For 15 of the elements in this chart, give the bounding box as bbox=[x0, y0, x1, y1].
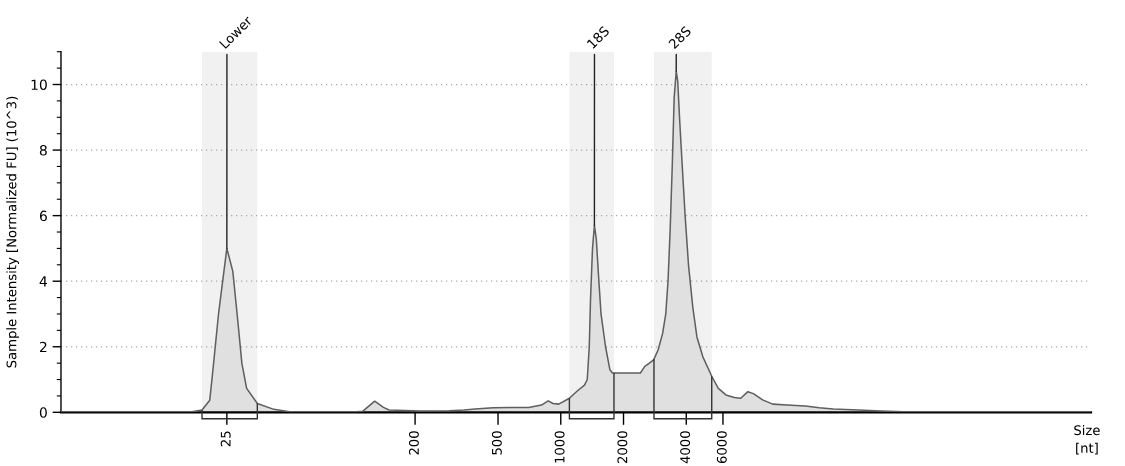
y-tick-label: 10 bbox=[31, 79, 47, 90]
y-tick-label: 0 bbox=[39, 407, 47, 418]
x-tick-label: 1000 bbox=[554, 431, 565, 463]
x-tick-label: 2000 bbox=[617, 431, 628, 463]
x-tick-label: 25 bbox=[220, 431, 231, 447]
y-axis-title: Sample Intensity [Normalized FU] (10^3) bbox=[6, 96, 19, 368]
y-tick-label: 8 bbox=[39, 145, 47, 156]
x-axis-title: Size [nt] bbox=[1074, 424, 1100, 455]
y-tick-label: 2 bbox=[39, 341, 47, 353]
y-tick-label: 4 bbox=[39, 276, 47, 287]
y-tick-label: 6 bbox=[39, 210, 47, 222]
x-tick-label: 6000 bbox=[716, 431, 727, 464]
x-tick-label: 500 bbox=[491, 431, 502, 455]
x-tick-label: 4000 bbox=[680, 431, 691, 464]
x-tick-label: 200 bbox=[408, 431, 419, 455]
